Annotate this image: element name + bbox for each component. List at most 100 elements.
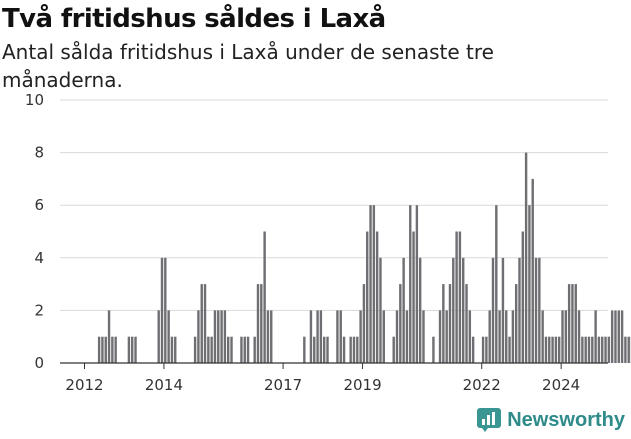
bar	[594, 310, 597, 363]
bar	[207, 336, 210, 363]
bar	[266, 310, 270, 363]
bar	[432, 336, 435, 363]
bar	[134, 336, 137, 363]
bar	[375, 231, 379, 363]
x-tick-label: 2012	[65, 376, 103, 394]
bar	[326, 336, 329, 363]
bar	[465, 284, 468, 363]
bar	[220, 310, 223, 363]
bars	[97, 152, 631, 363]
bar	[342, 336, 346, 363]
bar	[356, 336, 359, 363]
y-tick-label: 0	[34, 354, 44, 372]
y-tick-label: 2	[34, 301, 44, 319]
y-tick-label: 4	[34, 249, 44, 267]
bar	[422, 310, 425, 363]
bar	[581, 336, 584, 363]
bar	[445, 310, 448, 363]
bar	[508, 336, 511, 363]
bar	[455, 231, 458, 363]
y-axis-ticks: 0 2 4 6 8 10	[25, 91, 44, 372]
newsworthy-logo-icon	[477, 408, 502, 432]
bar	[395, 310, 399, 363]
x-axis-ticks: 2012 2014 2017 2019 2022 2024	[65, 363, 580, 394]
bar	[131, 336, 134, 363]
bar	[97, 336, 101, 363]
bar	[243, 336, 246, 363]
bar	[617, 310, 620, 363]
bar	[193, 336, 197, 363]
bar	[531, 178, 534, 363]
bar	[505, 310, 508, 363]
bar	[111, 336, 114, 363]
bar	[107, 310, 111, 363]
bar	[491, 257, 495, 363]
bar	[260, 284, 263, 363]
bar	[197, 310, 200, 363]
bar	[511, 310, 515, 363]
bar	[468, 310, 472, 363]
bar	[392, 336, 395, 363]
bar	[495, 205, 498, 363]
bar	[558, 336, 561, 363]
bar	[253, 336, 256, 363]
bar	[501, 257, 505, 363]
bar	[405, 310, 409, 363]
bar	[610, 310, 614, 363]
bar	[548, 336, 551, 363]
bar	[587, 336, 591, 363]
bar	[104, 336, 107, 363]
chart-title: Två fritidshus såldes i Laxå	[2, 4, 386, 34]
bar	[620, 310, 624, 363]
bar	[627, 336, 630, 363]
bar	[498, 310, 501, 363]
bar	[551, 336, 554, 363]
bar	[415, 205, 419, 363]
y-tick-label: 10	[25, 91, 44, 109]
bar	[270, 310, 273, 363]
bar	[263, 231, 266, 363]
bar	[438, 310, 442, 363]
bar	[217, 310, 220, 363]
bar	[591, 336, 594, 363]
bar	[564, 310, 568, 363]
bar	[157, 310, 160, 363]
bar	[164, 257, 167, 363]
chart-subtitle: Antal sålda fritidshus i Laxå under de s…	[2, 40, 494, 92]
bar	[369, 205, 372, 363]
bar	[528, 205, 531, 363]
bar	[571, 284, 574, 363]
bar	[399, 284, 402, 363]
bar	[167, 310, 170, 363]
bar	[127, 336, 131, 363]
bar	[114, 336, 117, 363]
bar	[170, 336, 174, 363]
bar	[471, 336, 475, 363]
bar	[313, 336, 316, 363]
bar	[349, 336, 352, 363]
bar	[574, 284, 577, 363]
bar	[544, 336, 548, 363]
bar	[412, 231, 415, 363]
bar	[256, 284, 260, 363]
bar	[514, 284, 518, 363]
bar	[561, 310, 564, 363]
bar	[554, 336, 558, 363]
bar	[174, 336, 177, 363]
bar	[362, 284, 366, 363]
bar	[485, 336, 488, 363]
bar	[372, 205, 376, 363]
bar	[448, 284, 452, 363]
bar	[534, 257, 538, 363]
x-tick-label: 2014	[145, 376, 183, 394]
bar	[624, 336, 627, 363]
brand[interactable]: Newsworthy	[477, 408, 625, 432]
bar	[604, 336, 607, 363]
bar	[442, 284, 445, 363]
bar	[319, 310, 323, 363]
bar	[352, 336, 356, 363]
bar	[223, 310, 227, 363]
bar	[538, 257, 541, 363]
bar	[601, 336, 604, 363]
